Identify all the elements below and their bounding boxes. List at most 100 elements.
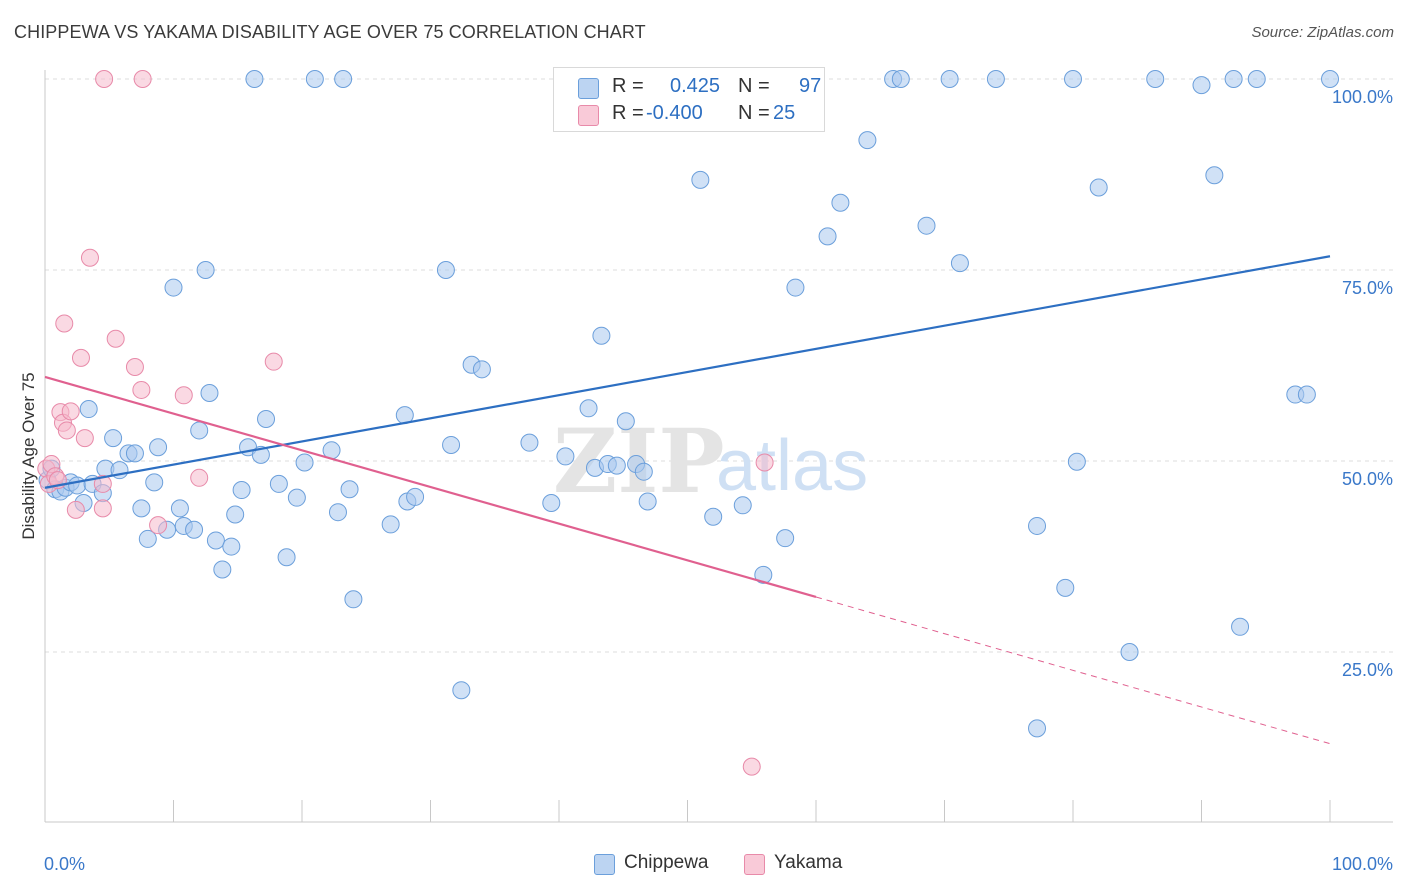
chippewa-legend-label: Chippewa	[624, 852, 709, 873]
chippewa-point	[222, 537, 241, 556]
chippewa-point	[206, 531, 225, 550]
yakama-point	[66, 500, 85, 519]
chippewa-point	[125, 444, 144, 463]
chippewa-point	[1056, 578, 1075, 597]
chippewa-point	[472, 360, 491, 379]
chippewa-point	[1146, 70, 1165, 88]
chart-source: Source: ZipAtlas.com	[1251, 24, 1394, 41]
chippewa-point	[542, 494, 561, 513]
chippewa-point	[1247, 70, 1266, 88]
n-label: N =	[738, 102, 770, 124]
chippewa-swatch	[578, 78, 599, 99]
chippewa-point	[257, 409, 276, 428]
y-tick-label: 50.0%	[1342, 469, 1393, 489]
chippewa-point	[1297, 385, 1316, 404]
watermark-atlas: atlas	[716, 426, 868, 506]
r-label: R =	[612, 75, 644, 97]
yakama-n-value: 25	[773, 102, 796, 124]
chippewa-point	[1321, 70, 1339, 88]
y-tick-label: 100.0%	[1332, 87, 1393, 107]
chippewa-trend-line	[44, 255, 1331, 489]
x-tick-label: 0.0%	[44, 854, 85, 874]
chippewa-point	[1028, 719, 1047, 738]
chippewa-point	[295, 453, 314, 472]
chippewa-point	[196, 261, 215, 279]
chippewa-point	[340, 480, 359, 499]
chippewa-point	[277, 548, 296, 567]
chippewa-point	[556, 447, 575, 466]
x-tick-label: 100.0%	[1332, 854, 1393, 874]
chippewa-point	[754, 565, 773, 584]
yakama-point	[149, 516, 168, 535]
chippewa-point	[269, 474, 288, 493]
chippewa-point	[579, 399, 598, 418]
chippewa-point	[520, 433, 539, 452]
watermark: ZIP atlas	[553, 409, 868, 513]
chippewa-point	[328, 503, 347, 522]
yakama-point	[95, 70, 114, 88]
yakama-point	[133, 70, 152, 88]
chippewa-point	[733, 496, 752, 515]
chippewa-point	[940, 70, 959, 88]
chippewa-point	[592, 326, 611, 345]
chippewa-point	[185, 520, 204, 539]
grid-layer	[45, 78, 1393, 653]
chippewa-point	[786, 278, 805, 297]
chippewa-point	[334, 70, 353, 88]
yakama-point	[742, 757, 761, 776]
yakama-point	[190, 468, 209, 487]
chippewa-point	[190, 421, 209, 440]
yakama-point	[106, 329, 125, 348]
chippewa-point	[1192, 76, 1211, 95]
chippewa-point	[607, 456, 626, 475]
chippewa-point	[1028, 516, 1047, 535]
yakama-point	[93, 499, 112, 518]
yakama-swatch	[578, 105, 599, 126]
chippewa-point	[452, 681, 471, 700]
y-tick-label: 25.0%	[1342, 660, 1393, 680]
n-label: N =	[738, 75, 770, 97]
yakama-legend-label: Yakama	[774, 852, 843, 873]
y-tick-label: 75.0%	[1342, 278, 1393, 298]
yakama-legend-swatch	[744, 854, 765, 875]
chippewa-point	[344, 590, 363, 609]
chippewa-point	[691, 170, 710, 189]
chippewa-legend-swatch	[594, 854, 615, 875]
chippewa-point	[776, 529, 795, 548]
yakama-point	[55, 314, 74, 333]
chippewa-point	[634, 462, 653, 481]
chippewa-point	[1120, 643, 1139, 661]
chippewa-point	[164, 278, 183, 297]
yakama-point	[93, 474, 112, 493]
chippewa-point	[442, 435, 461, 454]
yakama-point	[61, 402, 80, 421]
chippewa-point	[1205, 166, 1224, 185]
yakama-r-value: -0.400	[646, 102, 703, 124]
r-label: R =	[612, 102, 644, 124]
chippewa-point	[79, 400, 98, 419]
yakama-point	[57, 421, 76, 440]
chippewa-point	[831, 193, 850, 212]
stats-legend: R = 0.425 N = 97 R = -0.400 N = 25	[553, 67, 825, 132]
chippewa-point	[287, 488, 306, 507]
yakama-point	[755, 453, 774, 472]
chippewa-point	[68, 476, 87, 495]
chippewa-point	[1067, 452, 1086, 471]
y-axis-label: Disability Age Over 75	[19, 372, 38, 539]
chippewa-point	[436, 261, 455, 279]
chippewa-point	[213, 560, 232, 579]
chippewa-point	[232, 481, 251, 500]
chippewa-point	[891, 70, 910, 88]
yakama-point	[75, 429, 94, 448]
chippewa-point	[226, 505, 245, 524]
chippewa-point	[616, 412, 635, 431]
chippewa-point	[1089, 178, 1108, 197]
yakama-point	[80, 248, 99, 267]
chippewa-point	[170, 499, 189, 518]
chippewa-r-value: 0.425	[670, 75, 721, 97]
chippewa-point	[200, 384, 219, 403]
yakama-point	[132, 380, 151, 399]
chippewa-point	[406, 487, 425, 506]
points-layer	[37, 70, 1339, 776]
chippewa-point	[1231, 617, 1250, 636]
